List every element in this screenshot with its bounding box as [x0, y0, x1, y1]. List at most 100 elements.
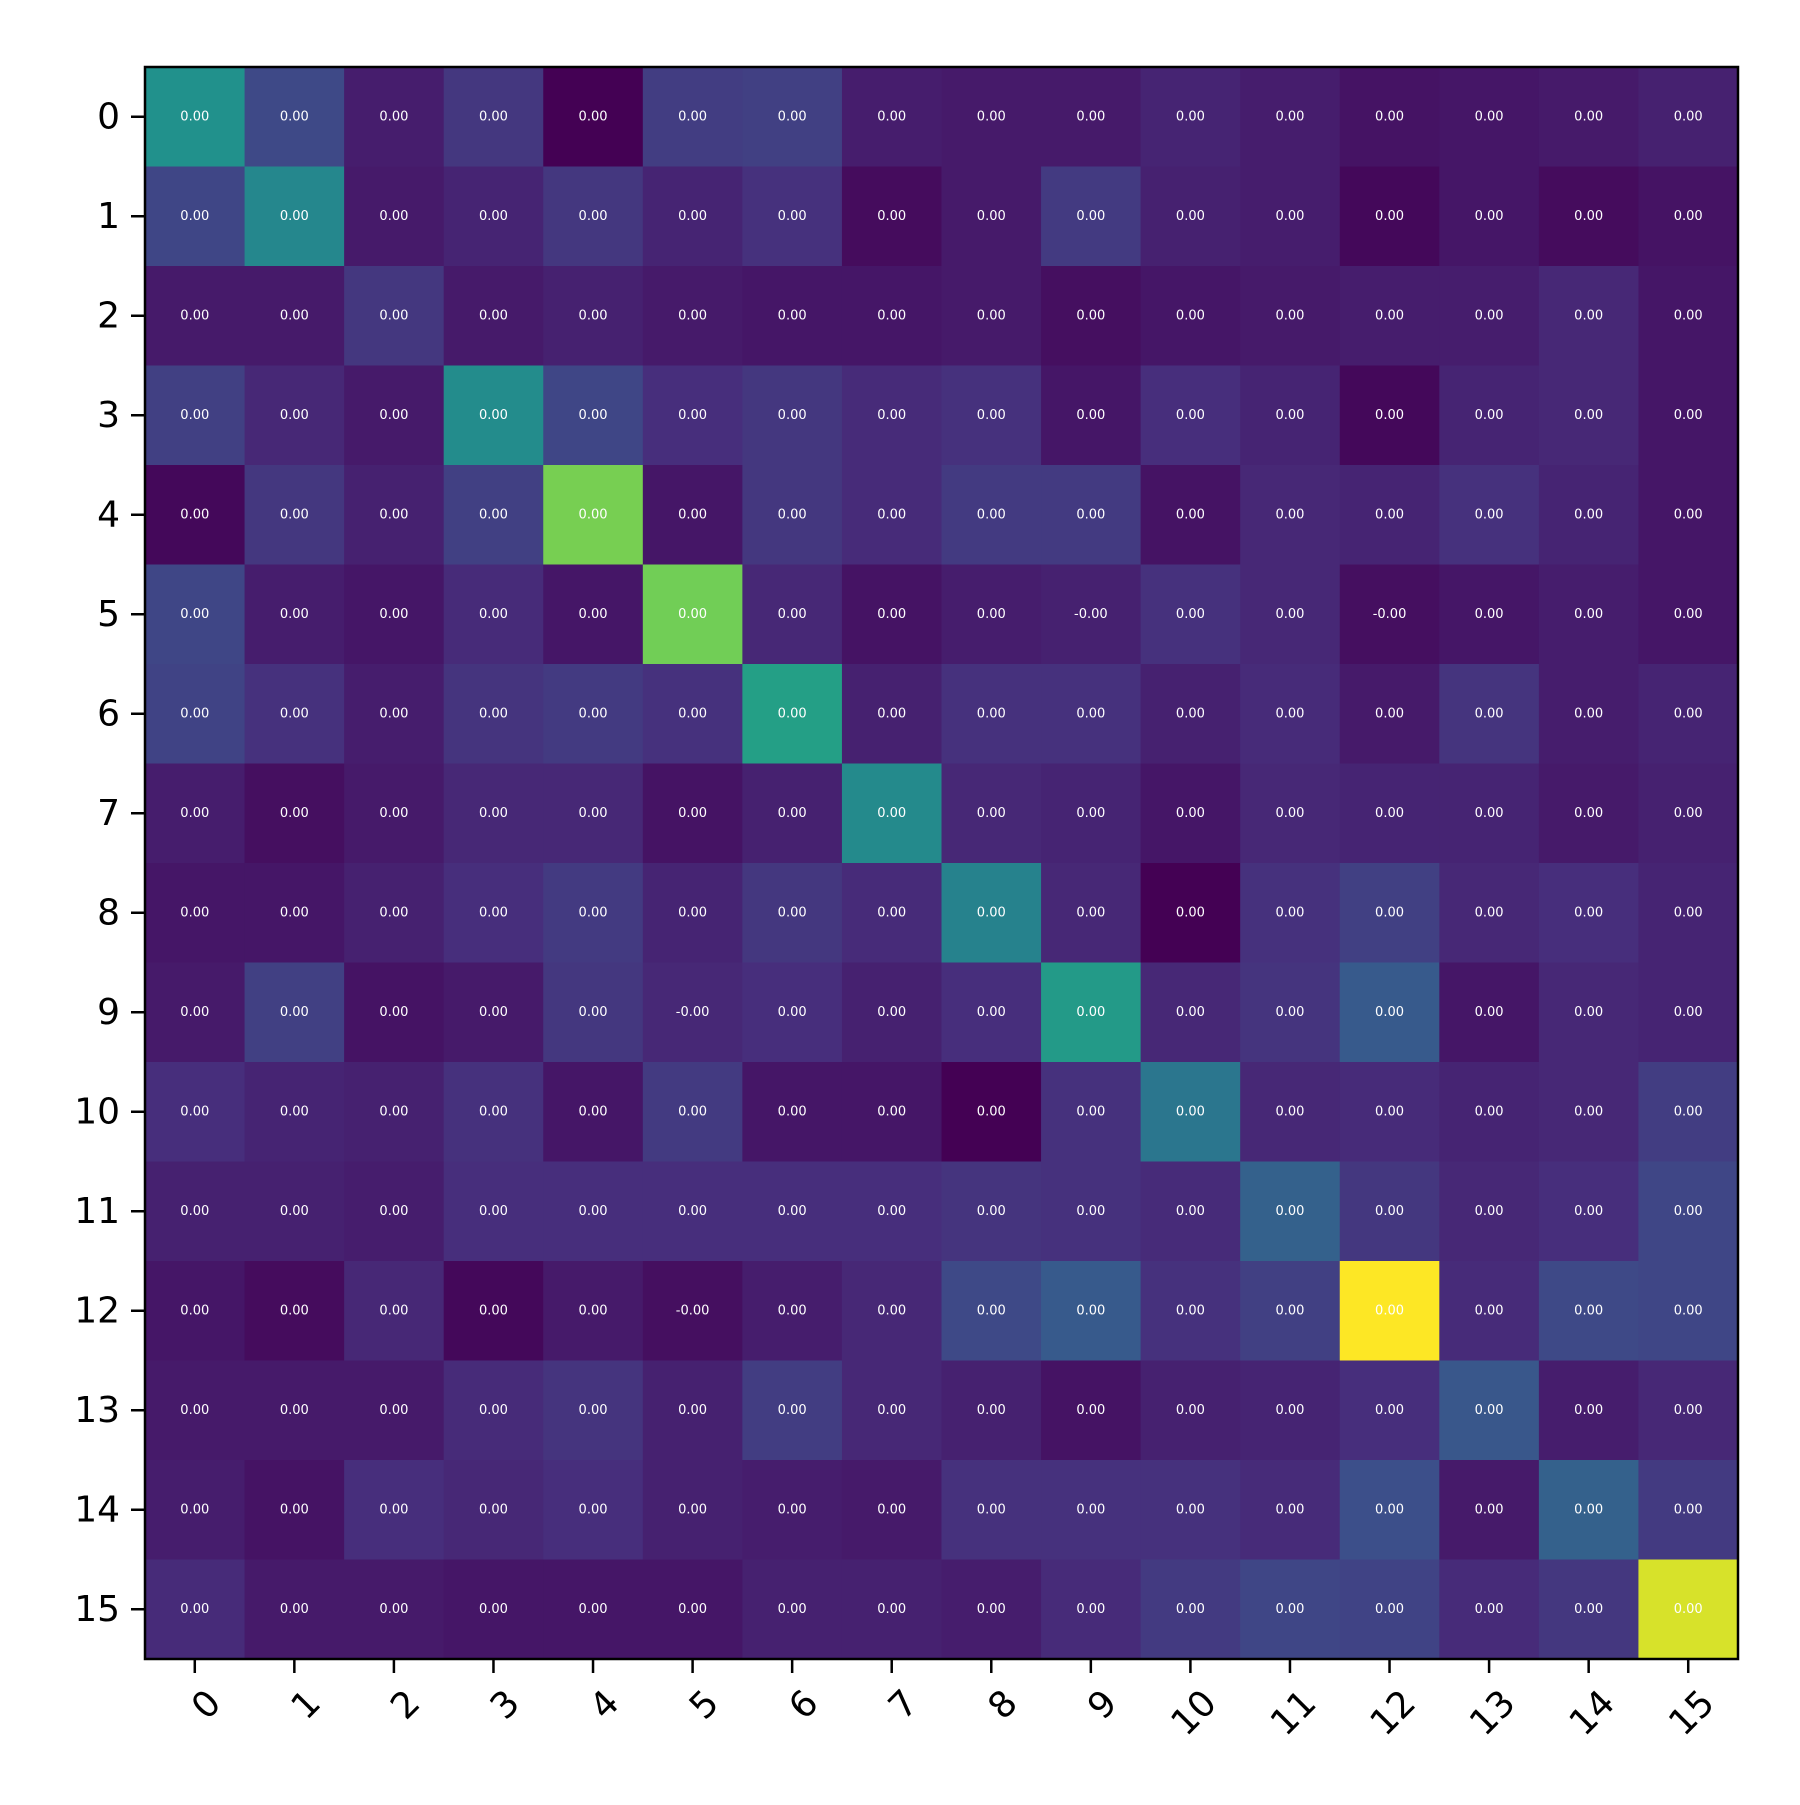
cell-value-label: 0.00	[1375, 706, 1404, 721]
heatmap-cell	[1439, 1360, 1540, 1461]
cell-value-label: 0.00	[1076, 1502, 1105, 1517]
cell-value-label: 0.00	[180, 1403, 209, 1418]
cell-value-label: 0.00	[1375, 1005, 1404, 1020]
heatmap-cell	[443, 365, 544, 466]
cell-value-label: 0.00	[180, 1204, 209, 1219]
cell-value-label: 0.00	[579, 308, 608, 323]
cell-value-label: 0.00	[977, 706, 1006, 721]
heatmap-cell	[941, 67, 1042, 168]
heatmap-cell	[244, 962, 345, 1063]
cell-value-label: 0.00	[379, 1104, 408, 1119]
cell-value-label: 0.00	[778, 1005, 807, 1020]
cell-value-label: 0.00	[877, 607, 906, 622]
cell-value-label: 0.00	[180, 1303, 209, 1318]
heatmap-cell	[841, 365, 943, 466]
heatmap-cell	[642, 166, 743, 267]
heatmap-cell	[642, 1062, 743, 1163]
cell-value-label: 0.00	[280, 1403, 309, 1418]
cell-value-label: 0.00	[379, 507, 408, 522]
cell-value-label: 0.00	[1674, 1502, 1703, 1517]
heatmap-cell	[841, 166, 943, 267]
heatmap-cell	[344, 564, 445, 665]
cell-value-label: 0.00	[1574, 1403, 1603, 1418]
cell-value-label: 0.00	[678, 109, 707, 124]
heatmap-cell	[1638, 465, 1739, 566]
heatmap-cell	[941, 763, 1042, 864]
heatmap-cell	[1240, 365, 1341, 466]
cell-value-label: 0.00	[280, 408, 309, 423]
heatmap-cell	[443, 465, 544, 566]
heatmap-cell	[443, 962, 544, 1063]
heatmap-cell	[1240, 863, 1341, 964]
cell-value-label: 0.00	[1275, 1005, 1304, 1020]
heatmap-cell	[941, 1360, 1042, 1461]
cell-value-label: 0.00	[877, 209, 906, 224]
heatmap-cell	[543, 1360, 644, 1461]
cell-value-label: 0.00	[877, 1403, 906, 1418]
heatmap-cell	[1041, 564, 1142, 665]
heatmap-cell	[1041, 465, 1142, 566]
heatmap-cell	[941, 1559, 1042, 1660]
cell-value-label: 0.00	[579, 905, 608, 920]
heatmap-cell	[244, 1062, 345, 1163]
cell-value-label: 0.00	[977, 308, 1006, 323]
heatmap-cell	[1240, 1261, 1341, 1362]
heatmap-cell	[344, 1559, 445, 1660]
cell-value-label: 0.00	[977, 1104, 1006, 1119]
cell-value-label: 0.00	[977, 109, 1006, 124]
heatmap-cell	[1140, 664, 1241, 765]
heatmap-cell	[1538, 1062, 1640, 1163]
heatmap-cell	[1041, 763, 1142, 864]
cell-value-label: 0.00	[977, 905, 1006, 920]
cell-value-label: 0.00	[678, 507, 707, 522]
heatmap-cell	[742, 1062, 843, 1163]
cell-value-label: 0.00	[379, 109, 408, 124]
cell-value-label: 0.00	[280, 706, 309, 721]
cell-value-label: 0.00	[379, 1602, 408, 1617]
y-tick-label: 1	[97, 196, 120, 237]
heatmap-cell	[344, 1360, 445, 1461]
cell-value-label: 0.00	[1574, 1602, 1603, 1617]
heatmap-cell	[941, 1161, 1042, 1262]
cell-value-label: 0.00	[1574, 706, 1603, 721]
cell-value-label: 0.00	[479, 905, 508, 920]
cell-value-label: 0.00	[1574, 1303, 1603, 1318]
cell-value-label: 0.00	[579, 1602, 608, 1617]
heatmap-cell	[145, 863, 246, 964]
heatmap-cell	[443, 1460, 544, 1561]
cell-value-label: 0.00	[1375, 905, 1404, 920]
cell-value-label: 0.00	[579, 1403, 608, 1418]
cell-value-label: 0.00	[379, 905, 408, 920]
cell-value-label: 0.00	[579, 806, 608, 821]
cell-value-label: 0.00	[877, 1303, 906, 1318]
cell-value-label: 0.00	[579, 1204, 608, 1219]
heatmap-cell	[742, 266, 843, 367]
heatmap-cell	[941, 166, 1042, 267]
cell-value-label: 0.00	[977, 1303, 1006, 1318]
cell-value-label: 0.00	[579, 1502, 608, 1517]
cell-value-label: 0.00	[877, 109, 906, 124]
cell-value-label: 0.00	[778, 905, 807, 920]
cell-value-label: 0.00	[1275, 607, 1304, 622]
cell-value-label: 0.00	[180, 806, 209, 821]
heatmap-cell	[841, 465, 943, 566]
y-tick-label: 14	[74, 1489, 120, 1530]
cell-value-label: 0.00	[877, 905, 906, 920]
heatmap-cell	[1339, 564, 1440, 665]
heatmap-cell	[543, 67, 644, 168]
heatmap-cell	[841, 564, 943, 665]
heatmap-cell	[1240, 962, 1341, 1063]
heatmap-cell	[1538, 1161, 1640, 1262]
heatmap-cell	[941, 1062, 1042, 1163]
cell-value-label: 0.00	[1275, 1502, 1304, 1517]
cell-value-label: 0.00	[1475, 706, 1504, 721]
cell-value-label: 0.00	[180, 1005, 209, 1020]
heatmap-cell	[1041, 1559, 1142, 1660]
cell-value-label: 0.00	[1475, 1005, 1504, 1020]
y-tick-label: 0	[97, 96, 120, 137]
heatmap-cells	[145, 67, 1739, 1660]
heatmap-cell	[344, 1460, 445, 1561]
heatmap-cell	[1538, 1559, 1640, 1660]
cell-value-label: 0.00	[579, 408, 608, 423]
